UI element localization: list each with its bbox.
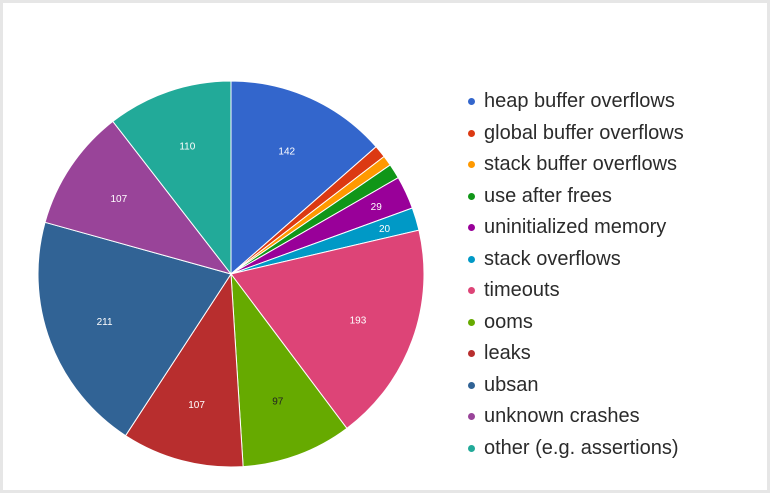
legend-label: unknown crashes xyxy=(484,405,640,428)
slice-value-label: 107 xyxy=(111,194,128,205)
legend-item-stack-overflows: stack overflows xyxy=(468,244,768,276)
pie-chart: 142 29 20 193 97 107 211 107 110 xyxy=(37,80,425,468)
legend-item-uninitialized-memory: uninitialized memory xyxy=(468,212,768,244)
legend-label: stack overflows xyxy=(484,247,621,270)
legend-label: uninitialized memory xyxy=(484,216,667,239)
pie-slice-other-e-g-assertions xyxy=(112,80,232,276)
legend-swatch-icon xyxy=(468,350,475,358)
slice-value-label: 142 xyxy=(278,146,295,157)
legend-item-ubsan: ubsan xyxy=(468,370,768,402)
pie-slice-unknown-crashes xyxy=(44,120,233,275)
legend-swatch-icon xyxy=(468,255,475,263)
pie-slice-timeouts xyxy=(230,229,425,430)
legend-item-ooms: ooms xyxy=(468,307,768,339)
slice-value-label: 29 xyxy=(371,202,383,213)
legend-item-leaks: leaks xyxy=(468,338,768,370)
legend-label: ooms xyxy=(484,310,533,333)
legend-label: leaks xyxy=(484,342,531,365)
slice-value-label: 211 xyxy=(97,317,113,328)
legend-swatch-icon xyxy=(468,318,475,326)
legend-swatch-icon xyxy=(468,161,475,169)
legend-item-stack-buffer-overflows: stack buffer overflows xyxy=(468,149,768,181)
pie-slice-ubsan xyxy=(37,221,232,437)
pie-slice-leaks xyxy=(124,272,244,468)
slice-value-label: 110 xyxy=(179,142,195,153)
legend-label: global buffer overflows xyxy=(484,121,684,144)
legend-item-timeouts: timeouts xyxy=(468,275,768,307)
legend-swatch-icon xyxy=(468,444,475,452)
legend-item-use-after-frees: use after frees xyxy=(468,181,768,213)
slice-value-label: 193 xyxy=(350,316,367,327)
legend-swatch-icon xyxy=(468,381,475,389)
legend-label: heap buffer overflows xyxy=(484,90,675,113)
legend: heap buffer overflows global buffer overf… xyxy=(468,86,768,464)
slice-value-label: 97 xyxy=(272,396,284,407)
legend-item-heap-buffer-overflows: heap buffer overflows xyxy=(468,86,768,118)
pie-slice-ooms xyxy=(230,272,348,468)
legend-swatch-icon xyxy=(468,192,475,200)
legend-item-other-e-g-assertions: other (e.g. assertions) xyxy=(468,433,768,465)
legend-swatch-icon xyxy=(468,413,475,421)
legend-swatch-icon xyxy=(468,98,475,106)
legend-item-unknown-crashes: unknown crashes xyxy=(468,401,768,433)
legend-item-global-buffer-overflows: global buffer overflows xyxy=(468,118,768,150)
legend-swatch-icon xyxy=(468,129,475,137)
legend-swatch-icon xyxy=(468,224,475,232)
slice-value-label: 20 xyxy=(379,224,391,235)
legend-swatch-icon xyxy=(468,287,475,295)
slice-value-label: 107 xyxy=(188,400,205,411)
pie-slice-heap-buffer-overflows xyxy=(230,80,377,276)
legend-label: ubsan xyxy=(484,373,539,396)
legend-label: use after frees xyxy=(484,184,612,207)
legend-label: other (e.g. assertions) xyxy=(484,436,679,459)
legend-label: stack buffer overflows xyxy=(484,153,678,176)
legend-label: timeouts xyxy=(484,279,560,302)
